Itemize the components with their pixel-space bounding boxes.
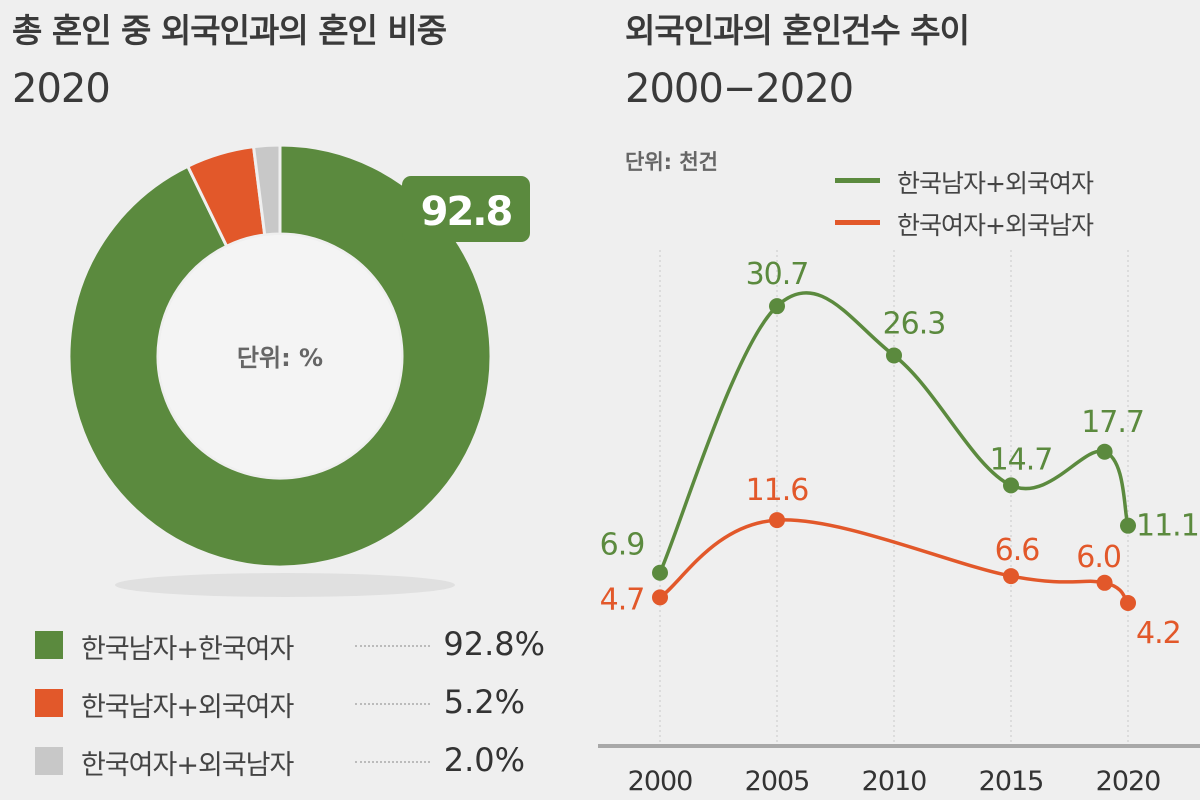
- line-subtitle: 2000−2020: [625, 66, 854, 112]
- data-label: 6.0: [1076, 540, 1121, 575]
- line-unit-label: 단위: 천건: [625, 150, 718, 174]
- data-label: 4.2: [1136, 616, 1181, 651]
- data-point: [886, 347, 902, 364]
- legend-value: 92.8%: [443, 625, 545, 663]
- data-label: 11.6: [746, 473, 809, 508]
- legend-swatch: [35, 631, 63, 659]
- legend-value: 2.0%: [443, 741, 525, 779]
- legend-line: [835, 220, 880, 225]
- line-legend-item: 한국여자+외국남자: [835, 206, 1175, 240]
- legend-value: 5.2%: [443, 683, 525, 721]
- legend-label: 한국남자+외국여자: [897, 169, 1094, 198]
- legend-swatch: [35, 747, 63, 775]
- donut-title: 총 혼인 중 외국인과의 혼인 비중: [12, 11, 447, 50]
- legend-item: 한국남자+외국여자 5.2%: [35, 683, 555, 723]
- x-tick-label: 2010: [862, 766, 927, 797]
- data-label: 4.7: [600, 582, 645, 617]
- data-point: [1003, 568, 1019, 585]
- data-point: [769, 298, 785, 315]
- donut-shadow: [115, 573, 455, 597]
- data-point: [1096, 443, 1113, 460]
- data-label: 14.7: [990, 442, 1053, 477]
- data-point: [1003, 477, 1019, 494]
- highlight-badge: [402, 176, 530, 242]
- legend-label: 한국여자+외국남자: [81, 750, 294, 781]
- x-tick-label: 2020: [1096, 766, 1161, 797]
- donut-unit-label: 단위: %: [237, 344, 323, 372]
- series-line: [658, 291, 1130, 574]
- legend-label: 한국남자+한국여자: [81, 634, 294, 665]
- leader-dots: [355, 761, 430, 763]
- x-tick-label: 2005: [745, 766, 810, 797]
- x-tick-label: 2000: [628, 766, 693, 797]
- legend-swatch: [35, 689, 63, 717]
- data-point: [769, 512, 785, 529]
- leader-dots: [355, 703, 430, 705]
- x-tick-label: 2015: [979, 766, 1044, 797]
- data-label: 30.7: [746, 257, 809, 292]
- leader-dots: [355, 645, 430, 647]
- legend-label: 한국남자+외국여자: [81, 692, 294, 723]
- data-label: 11.1: [1136, 509, 1199, 544]
- data-label: 26.3: [883, 306, 946, 341]
- series-line: [658, 518, 1130, 605]
- data-label: 6.9: [600, 528, 645, 563]
- donut-slice: [251, 143, 282, 237]
- highlight-value: 92.8: [421, 189, 512, 235]
- line-legend-item: 한국남자+외국여자: [835, 164, 1175, 198]
- data-label: 17.7: [1081, 405, 1144, 440]
- donut-subtitle: 2020: [12, 66, 111, 112]
- data-label: 6.6: [995, 533, 1040, 568]
- data-point: [652, 564, 668, 581]
- line-title: 외국인과의 혼인건수 추이: [625, 11, 970, 50]
- data-point: [1096, 574, 1113, 591]
- data-point: [1120, 594, 1136, 611]
- data-point: [1120, 517, 1136, 534]
- legend-item: 한국남자+한국여자 92.8%: [35, 625, 555, 665]
- legend-line: [835, 178, 880, 183]
- donut-slice: [67, 143, 493, 569]
- donut-chart: 단위: % 92.8: [67, 143, 530, 597]
- donut-hole: [159, 235, 401, 477]
- data-point: [652, 589, 668, 606]
- legend-label: 한국여자+외국남자: [897, 211, 1094, 240]
- legend-item: 한국여자+외국남자 2.0%: [35, 741, 555, 781]
